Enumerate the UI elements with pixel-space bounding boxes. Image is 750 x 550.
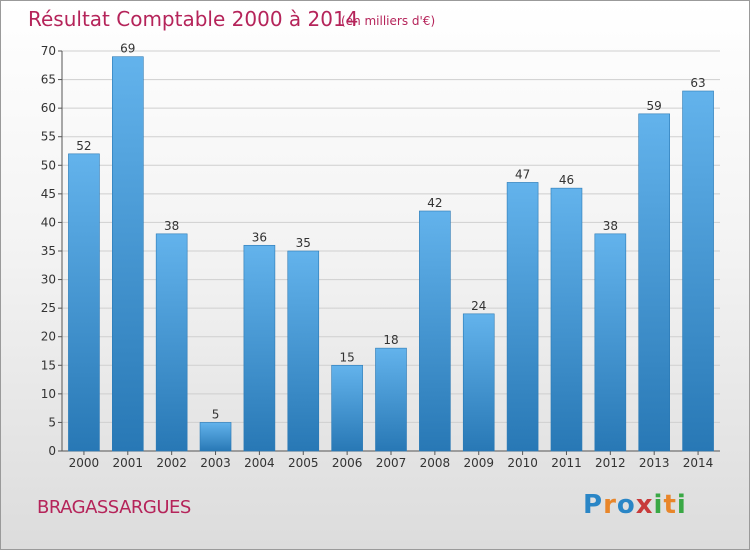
bar xyxy=(68,153,100,452)
y-tick-label: 60 xyxy=(41,101,56,115)
y-tick-label: 55 xyxy=(41,130,56,144)
bar xyxy=(375,347,407,452)
town-name: BRAGASSARGUES xyxy=(37,497,191,518)
data-label: 36 xyxy=(252,230,267,244)
x-tick-label: 2005 xyxy=(288,456,319,470)
data-label: 18 xyxy=(383,333,398,347)
logo-letter: i xyxy=(653,490,664,520)
bar xyxy=(331,364,363,452)
x-tick-label: 2004 xyxy=(244,456,275,470)
data-label: 38 xyxy=(164,219,179,233)
x-tick-label: 2002 xyxy=(156,456,187,470)
bar xyxy=(506,182,539,452)
y-tick-label: 50 xyxy=(41,158,56,172)
x-tick-label: 2011 xyxy=(551,456,582,470)
bar xyxy=(462,313,495,452)
y-tick-label: 10 xyxy=(41,387,56,401)
data-label: 15 xyxy=(339,350,354,364)
x-tick-label: 2010 xyxy=(507,456,538,470)
x-tick-label: 2007 xyxy=(376,456,407,470)
logo-letter: r xyxy=(603,490,617,520)
x-tick-label: 2006 xyxy=(332,456,363,470)
y-tick-label: 0 xyxy=(48,444,56,458)
bar xyxy=(550,187,583,452)
data-label: 59 xyxy=(647,99,662,113)
y-tick-label: 35 xyxy=(41,244,56,258)
bar xyxy=(287,250,320,452)
bar xyxy=(594,233,627,452)
x-tick-label: 2000 xyxy=(69,456,100,470)
logo-letter: i xyxy=(676,490,687,520)
proxiti-logo[interactable]: Proxiti xyxy=(583,490,687,520)
y-tick-label: 25 xyxy=(41,301,56,315)
data-label: 69 xyxy=(120,42,135,56)
x-tick-label: 2003 xyxy=(200,456,231,470)
chart-title: Résultat Comptable 2000 à 2014 xyxy=(28,7,359,31)
y-tick-label: 40 xyxy=(41,215,56,229)
data-label: 63 xyxy=(690,76,705,90)
y-tick-label: 30 xyxy=(41,273,56,287)
data-label: 46 xyxy=(559,173,574,187)
x-tick-label: 2012 xyxy=(595,456,626,470)
data-label: 5 xyxy=(212,407,220,421)
x-tick-label: 2013 xyxy=(639,456,670,470)
data-label: 35 xyxy=(296,236,311,250)
data-label: 47 xyxy=(515,167,530,181)
y-tick-label: 65 xyxy=(41,73,56,87)
x-tick-labels: 2000 2001 2002 2003 2004 2005 2006 2007 2008 2009… xyxy=(69,456,714,470)
bar xyxy=(419,210,451,452)
y-tick-labels: 0 5 10 15 20 25 30 35 40 45 50 55 60 65 70 xyxy=(41,44,56,458)
y-tick-label: 45 xyxy=(41,187,56,201)
bar xyxy=(682,90,714,452)
data-label: 42 xyxy=(427,196,442,210)
x-tick-label: 2001 xyxy=(113,456,144,470)
bar xyxy=(112,56,144,452)
logo-letter: t xyxy=(663,490,677,520)
x-tick-label: 2008 xyxy=(420,456,451,470)
bar xyxy=(199,422,232,452)
logo-letter: o xyxy=(616,490,636,520)
chart-subtitle: (en milliers d'€) xyxy=(341,14,436,28)
x-tick-label: 2014 xyxy=(683,456,714,470)
logo-letter: x xyxy=(635,490,654,520)
data-label: 52 xyxy=(76,139,91,153)
data-label: 38 xyxy=(603,219,618,233)
y-tick-label: 5 xyxy=(48,415,56,429)
bar xyxy=(243,244,276,452)
bars xyxy=(68,56,714,452)
y-tick-label: 20 xyxy=(41,330,56,344)
logo-letter: P xyxy=(583,490,604,520)
y-tick-label: 15 xyxy=(41,358,56,372)
data-label: 24 xyxy=(471,299,486,313)
bar xyxy=(638,113,671,452)
y-tick-label: 70 xyxy=(41,44,56,58)
data-labels: 52 69 38 5 36 35 15 18 42 24 47 46 38 59 63 xyxy=(76,42,705,422)
x-tick-label: 2009 xyxy=(463,456,494,470)
bar xyxy=(155,233,188,452)
